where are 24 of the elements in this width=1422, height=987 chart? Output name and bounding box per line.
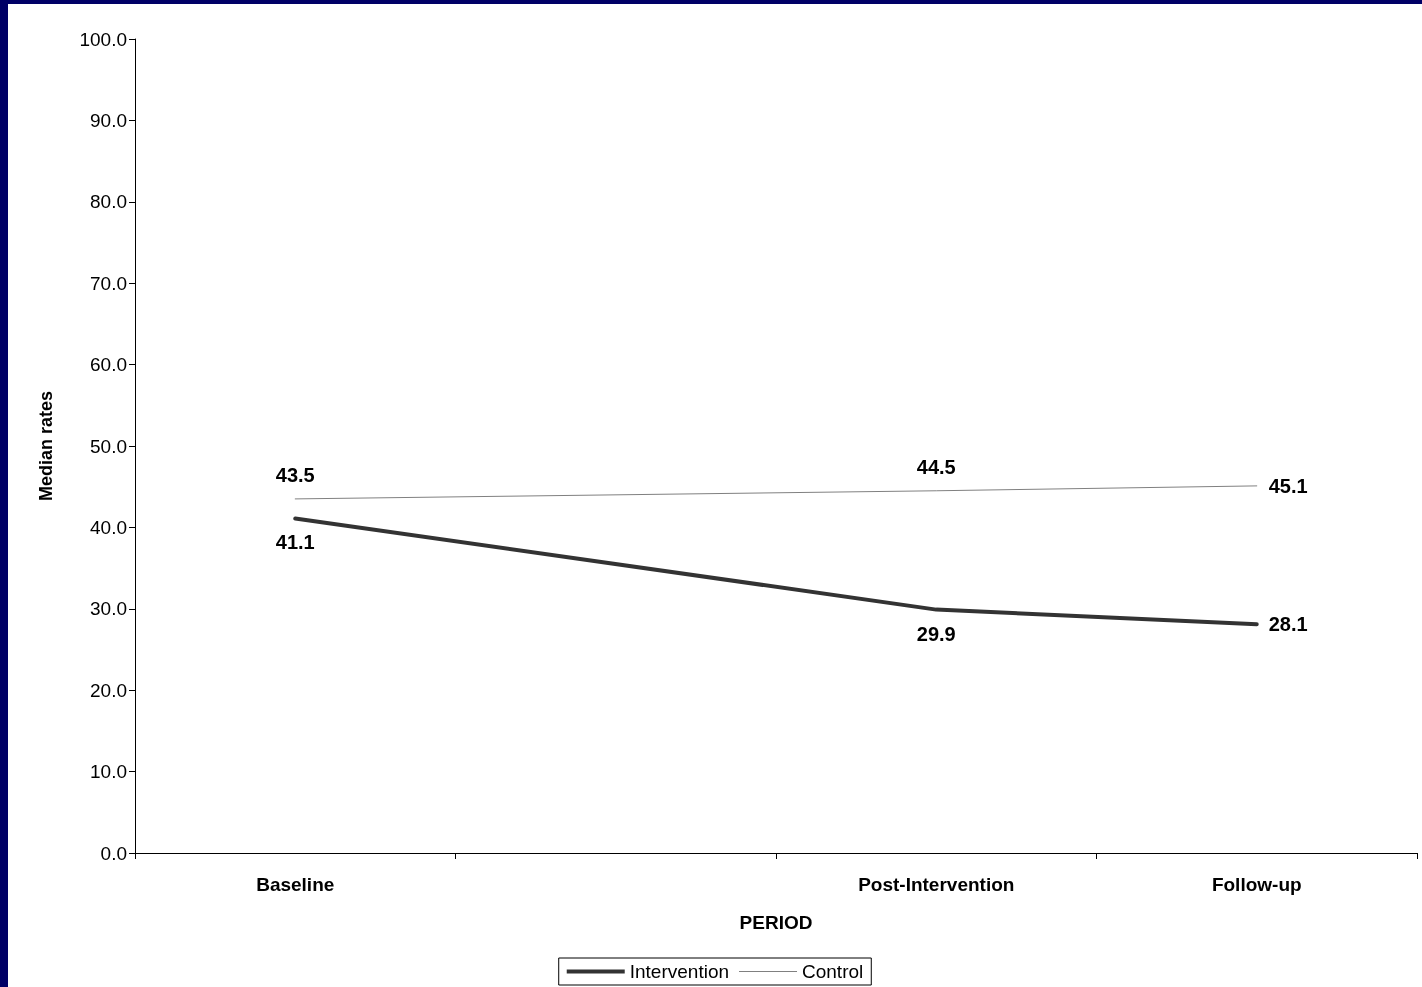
y-tick-label: 70.0 bbox=[90, 272, 127, 294]
y-tick-label: 10.0 bbox=[90, 761, 127, 783]
x-tick-label: Follow-up bbox=[1211, 874, 1302, 895]
data-label: 43.5 bbox=[275, 463, 315, 486]
legend-label: Control bbox=[802, 961, 864, 982]
data-label: 44.5 bbox=[916, 455, 956, 478]
x-tick-label: Baseline bbox=[256, 874, 335, 895]
legend-label: Intervention bbox=[629, 961, 730, 982]
data-label: 28.1 bbox=[1268, 613, 1308, 636]
data-label: 29.9 bbox=[916, 622, 956, 645]
y-tick-label: 40.0 bbox=[90, 516, 127, 538]
x-tick-label: Post-Intervention bbox=[858, 874, 1015, 895]
y-tick-label: 0.0 bbox=[100, 842, 127, 864]
y-tick-label: 100.0 bbox=[79, 28, 127, 50]
y-tick-label: 90.0 bbox=[90, 109, 127, 131]
y-tick-label: 60.0 bbox=[90, 354, 127, 376]
y-tick-label: 50.0 bbox=[90, 435, 127, 457]
y-tick-label: 80.0 bbox=[90, 191, 127, 213]
data-label: 41.1 bbox=[275, 531, 315, 554]
data-label: 45.1 bbox=[1268, 474, 1308, 497]
y-tick-label: 20.0 bbox=[90, 679, 127, 701]
y-tick-label: 30.0 bbox=[90, 598, 127, 620]
x-axis-title: PERIOD bbox=[739, 912, 813, 933]
y-axis-title: Median rates bbox=[36, 390, 56, 502]
